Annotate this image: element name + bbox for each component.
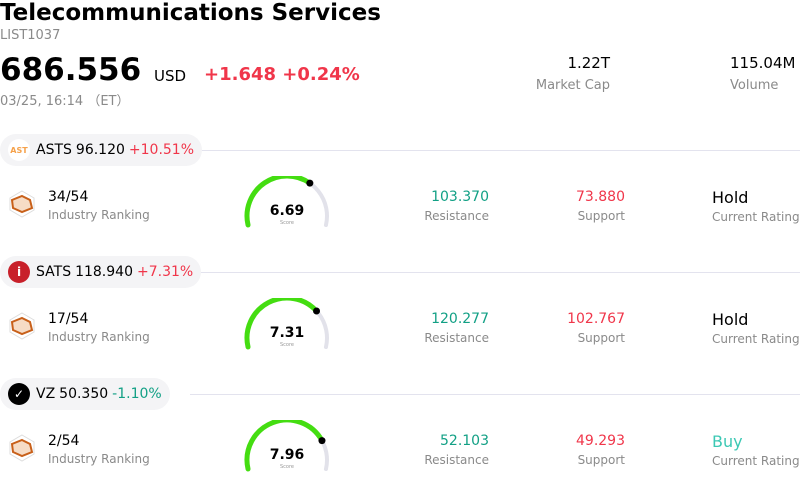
stock-price: 50.350 bbox=[59, 386, 109, 402]
market-cap-value: 1.22T bbox=[567, 54, 610, 72]
stock-chip[interactable]: i SATS 118.940 +7.31% bbox=[0, 256, 202, 288]
divider bbox=[190, 394, 800, 395]
score-label: Score bbox=[280, 342, 294, 348]
ticker: VZ bbox=[36, 386, 56, 402]
score-value: 7.31 bbox=[270, 325, 305, 341]
radar-icon bbox=[9, 434, 35, 462]
volume-value: 115.04M bbox=[730, 54, 796, 72]
radar-icon bbox=[9, 312, 35, 340]
company-logo-icon: i bbox=[8, 261, 30, 283]
support-label: Support bbox=[577, 331, 625, 345]
score-label: Score bbox=[280, 220, 294, 226]
stock-section: AST ASTS 96.120 +10.51% 34/54 Industry R… bbox=[0, 134, 800, 256]
score-gauge: 7.96 Score bbox=[244, 420, 329, 472]
gauge-marker bbox=[318, 437, 326, 445]
current-rating: Hold bbox=[712, 188, 749, 207]
resistance-value: 103.370 bbox=[431, 189, 489, 205]
score-value: 6.69 bbox=[270, 203, 305, 219]
index-price: 686.556 bbox=[0, 52, 142, 88]
stock-change: -1.10% bbox=[112, 386, 162, 402]
current-rating: Hold bbox=[712, 310, 749, 329]
list-code: LIST1037 bbox=[0, 28, 61, 43]
score-gauge: 6.69 Score bbox=[244, 176, 329, 228]
gauge-fill bbox=[244, 420, 325, 472]
timestamp: 03/25, 16:14 （ET） bbox=[0, 94, 130, 109]
divider bbox=[190, 272, 800, 273]
stock-section: i SATS 118.940 +7.31% 17/54 Industry Ran… bbox=[0, 256, 800, 378]
support-value: 102.767 bbox=[567, 311, 625, 327]
support-label: Support bbox=[577, 453, 625, 467]
gauge-fill bbox=[244, 176, 313, 228]
industry-ranking-label: Industry Ranking bbox=[48, 208, 150, 222]
resistance-value: 52.103 bbox=[440, 433, 489, 449]
support-label: Support bbox=[577, 209, 625, 223]
score-label: Score bbox=[280, 464, 294, 470]
price-change: +1.648 +0.24% bbox=[204, 64, 360, 85]
company-logo-icon: AST bbox=[8, 139, 30, 161]
volume-label: Volume bbox=[730, 78, 779, 93]
company-logo-icon: ✓ bbox=[8, 383, 30, 405]
page-title: Telecommunications Services bbox=[0, 0, 381, 26]
stock-chip[interactable]: AST ASTS 96.120 +10.51% bbox=[0, 134, 203, 166]
stock-chip[interactable]: ✓ VZ 50.350 -1.10% bbox=[0, 378, 170, 410]
support-value: 73.880 bbox=[576, 189, 625, 205]
current-rating-label: Current Rating bbox=[712, 454, 800, 468]
support-value: 49.293 bbox=[576, 433, 625, 449]
industry-rank: 2/54 bbox=[48, 433, 80, 449]
divider bbox=[190, 150, 800, 151]
resistance-label: Resistance bbox=[424, 209, 489, 223]
score-value: 7.96 bbox=[270, 447, 305, 463]
resistance-label: Resistance bbox=[424, 453, 489, 467]
stock-price: 96.120 bbox=[75, 142, 125, 158]
score-gauge: 7.31 Score bbox=[244, 298, 329, 350]
current-rating-label: Current Rating bbox=[712, 332, 800, 346]
industry-rank: 17/54 bbox=[48, 311, 89, 327]
gauge-marker bbox=[306, 179, 314, 187]
currency: USD bbox=[154, 67, 187, 85]
current-rating: Buy bbox=[712, 432, 743, 451]
industry-ranking-label: Industry Ranking bbox=[48, 330, 150, 344]
current-rating-label: Current Rating bbox=[712, 210, 800, 224]
stock-change: +10.51% bbox=[128, 142, 195, 158]
stock-section: ✓ VZ 50.350 -1.10% 2/54 Industry Ranking… bbox=[0, 378, 800, 500]
radar-icon bbox=[9, 190, 35, 218]
gauge-marker bbox=[313, 307, 321, 315]
stock-price: 118.940 bbox=[75, 264, 133, 280]
resistance-value: 120.277 bbox=[431, 311, 489, 327]
ticker: ASTS bbox=[36, 142, 72, 158]
industry-ranking-label: Industry Ranking bbox=[48, 452, 150, 466]
resistance-label: Resistance bbox=[424, 331, 489, 345]
gauge-fill bbox=[244, 298, 320, 350]
stock-change: +7.31% bbox=[136, 264, 194, 280]
industry-rank: 34/54 bbox=[48, 189, 89, 205]
market-cap-label: Market Cap bbox=[535, 78, 610, 93]
ticker: SATS bbox=[36, 264, 72, 280]
